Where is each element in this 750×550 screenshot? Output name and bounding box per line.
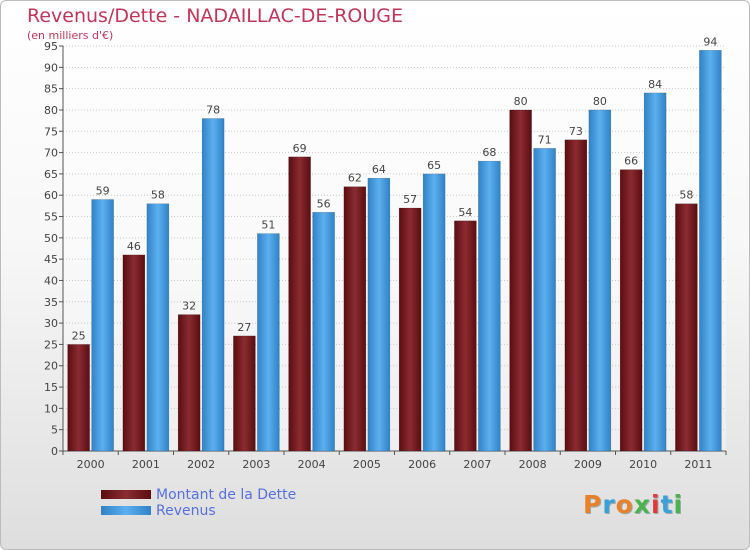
plot-area: [63, 46, 726, 451]
data-label: 64: [372, 163, 386, 176]
bar-revenus: [643, 92, 667, 452]
legend-label-revenus: Revenus: [156, 503, 216, 519]
bar-revenus: [422, 173, 446, 452]
bar-revenus: [699, 50, 722, 452]
logo-letter: t: [660, 490, 674, 519]
data-label: 51: [261, 219, 275, 232]
y-tick-label: 50: [44, 232, 58, 245]
y-tick-label: 45: [44, 253, 58, 266]
legend-swatch-debt: [101, 490, 151, 499]
logo-letter: x: [633, 490, 651, 519]
y-tick-label: 5: [51, 424, 58, 437]
logo-letter: i: [651, 490, 661, 519]
bar-revenus: [146, 203, 170, 452]
x-tick-label: 2004: [298, 458, 326, 471]
bar-debt: [398, 207, 422, 452]
y-tick-label: 65: [44, 168, 58, 181]
data-label: 80: [514, 95, 528, 108]
bar-debt: [509, 109, 532, 452]
chart-title: Revenus/Dette - NADAILLAC-DE-ROUGE: [27, 5, 403, 27]
data-label: 58: [151, 189, 165, 202]
logo-letter: r: [602, 490, 616, 519]
bar-debt: [122, 254, 146, 452]
data-label: 68: [482, 146, 496, 159]
logo-letter: i: [673, 490, 684, 519]
y-tick-label: 35: [44, 296, 58, 309]
logo-letter: o: [615, 490, 634, 519]
data-label: 56: [317, 197, 331, 210]
chart-subtitle: (en milliers d'€): [27, 29, 114, 42]
data-label: 65: [427, 159, 441, 172]
data-label: 71: [538, 133, 552, 146]
data-label: 62: [348, 172, 362, 185]
y-tick-label: 85: [44, 83, 58, 96]
x-tick-label: 2003: [242, 458, 270, 471]
x-tick-label: 2011: [684, 458, 712, 471]
y-tick-label: 55: [44, 211, 58, 224]
bar-revenus: [257, 233, 280, 452]
y-tick-label: 15: [44, 381, 58, 394]
x-tick-label: 2001: [132, 458, 160, 471]
data-label: 27: [237, 321, 251, 334]
data-label: 32: [182, 300, 196, 313]
bar-revenus: [201, 118, 225, 452]
data-label: 69: [293, 142, 307, 155]
data-label: 57: [403, 193, 417, 206]
y-tick-label: 95: [44, 40, 58, 53]
data-label: 66: [624, 155, 638, 168]
data-label: 46: [127, 240, 141, 253]
data-label: 58: [679, 189, 693, 202]
y-tick-label: 10: [44, 402, 58, 415]
legend-swatch-revenus: [101, 506, 151, 515]
bar-revenus: [588, 109, 612, 452]
y-tick-label: 75: [44, 125, 58, 138]
legend-label-debt: Montant de la Dette: [156, 487, 297, 503]
x-tick-label: 2006: [408, 458, 436, 471]
x-tick-label: 2008: [519, 458, 547, 471]
bar-debt: [233, 335, 256, 452]
y-tick-label: 25: [44, 338, 58, 351]
data-label: 59: [96, 184, 110, 197]
y-tick-label: 30: [44, 317, 58, 330]
y-tick-label: 80: [44, 104, 58, 117]
y-tick-label: 40: [44, 274, 58, 287]
bar-revenus: [533, 148, 556, 452]
y-tick-label: 70: [44, 147, 58, 160]
bar-revenus: [367, 177, 391, 452]
bar-debt: [288, 156, 311, 452]
proxiti-logo: Proxiti: [583, 490, 683, 519]
bar-debt: [454, 220, 477, 452]
data-label: 84: [648, 78, 662, 91]
x-tick-label: 2009: [574, 458, 602, 471]
bar-debt: [675, 203, 698, 452]
y-tick-label: 0: [51, 445, 58, 458]
y-tick-label: 20: [44, 360, 58, 373]
bar-debt: [343, 186, 367, 452]
data-label: 80: [593, 95, 607, 108]
bar-debt: [67, 344, 90, 452]
logo-letter: P: [583, 490, 603, 519]
bar-revenus: [312, 212, 335, 452]
y-tick-label: 60: [44, 189, 58, 202]
bar-revenus: [478, 160, 501, 452]
x-tick-label: 2007: [463, 458, 491, 471]
data-label: 54: [458, 206, 472, 219]
y-tick-label: 90: [44, 61, 58, 74]
data-label: 78: [206, 103, 220, 116]
bar-revenus: [91, 199, 114, 452]
bar-debt: [619, 169, 643, 452]
bar-debt: [177, 314, 201, 452]
bar-debt: [564, 139, 588, 452]
x-tick-label: 2005: [353, 458, 381, 471]
data-label: 94: [703, 35, 717, 48]
x-tick-label: 2000: [77, 458, 105, 471]
x-tick-label: 2002: [187, 458, 215, 471]
data-label: 25: [72, 329, 86, 342]
data-label: 73: [569, 125, 583, 138]
x-tick-label: 2010: [629, 458, 657, 471]
